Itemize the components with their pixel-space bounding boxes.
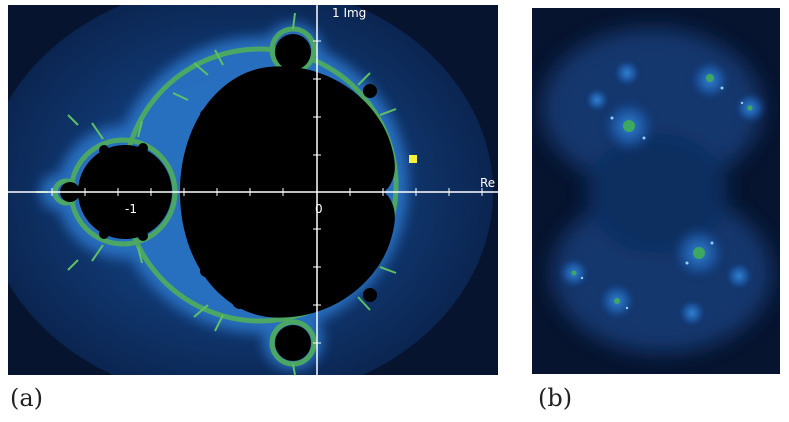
- mandelbrot-image: 1 Img Re -1 0: [8, 5, 498, 375]
- real-axis-label: Re: [480, 176, 495, 190]
- julia-set-figure: [532, 8, 780, 374]
- julia-sparkles: [580, 86, 744, 310]
- imaginary-axis-label: 1 Img: [332, 6, 366, 20]
- julia-cores: [571, 74, 753, 304]
- mandelbrot-figure: 1 Img Re -1 0: [8, 5, 498, 375]
- caption-b: (b): [538, 384, 573, 412]
- boundary-filaments: [36, 12, 397, 375]
- caption-a: (a): [10, 384, 44, 412]
- julia-set-image: [532, 8, 780, 374]
- tick-label-minus-one: -1: [125, 202, 137, 216]
- selected-point-marker: [409, 155, 417, 163]
- axis-ticks: [51, 40, 483, 344]
- tick-label-zero: 0: [315, 202, 323, 216]
